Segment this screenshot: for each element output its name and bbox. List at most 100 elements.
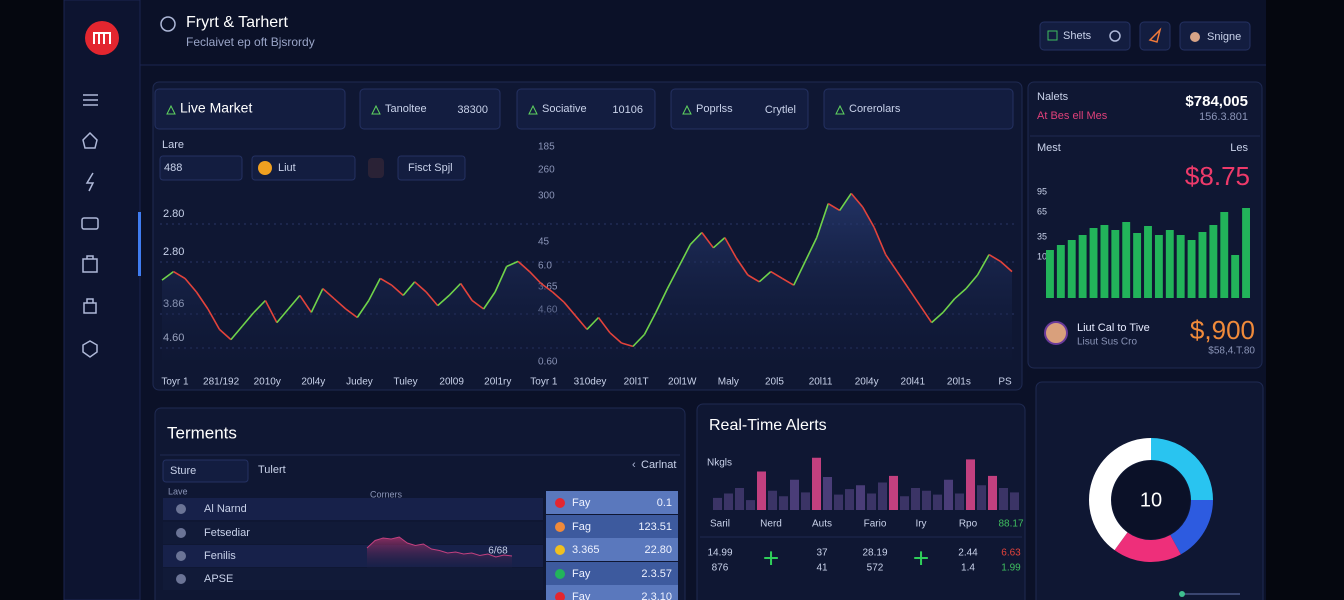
filter-box[interactable] <box>397 155 466 181</box>
y-label: 10 <box>1037 251 1047 261</box>
refresh-icon <box>1109 30 1121 42</box>
price-area <box>162 193 1012 360</box>
footer-subtitle: Lisut Sus Cro <box>1077 337 1137 348</box>
list-row <box>546 538 678 561</box>
y-label: 0.60 <box>538 357 558 368</box>
x-label: 20l5 <box>765 377 784 388</box>
x-label: 20l4y <box>301 377 325 388</box>
price-segment <box>712 237 726 249</box>
price-segment <box>919 305 933 324</box>
sidebar-icons[interactable] <box>81 94 99 358</box>
plus-icon: + <box>763 542 779 573</box>
filter-box[interactable] <box>159 155 243 181</box>
row-name: Fetsediar <box>204 527 250 539</box>
filter-value: Liut <box>278 162 296 174</box>
x-label: Maly <box>718 377 739 388</box>
donut-center-label: 10 <box>1140 489 1162 511</box>
cell: 14.99 <box>707 548 732 559</box>
tab[interactable] <box>154 88 346 130</box>
list-icon <box>555 545 565 555</box>
filter-box[interactable] <box>251 155 356 181</box>
row-name: APSE <box>204 573 233 585</box>
price-segment <box>207 308 221 330</box>
price-segment <box>574 315 588 330</box>
list-name: Fag <box>572 521 591 533</box>
price-segment <box>482 291 496 310</box>
column-header: Corners <box>370 489 403 499</box>
x-label: Judey <box>346 377 373 388</box>
price-segment <box>218 328 232 341</box>
y-label: 2.80 <box>163 208 184 220</box>
price-segment <box>884 254 898 273</box>
bar <box>779 496 788 510</box>
tab[interactable] <box>823 88 1014 130</box>
bar <box>1046 250 1054 298</box>
spark-label: 6/68 <box>488 546 508 557</box>
summary-label: Nalets <box>1037 91 1069 103</box>
list-icon <box>555 498 565 508</box>
tab[interactable] <box>516 88 656 130</box>
list-name: Fay <box>572 568 591 580</box>
x-label: 20l1ry <box>484 377 511 388</box>
bar <box>955 493 964 510</box>
nav-label[interactable]: Carlnat <box>641 459 676 471</box>
panel-title: Terments <box>167 423 237 442</box>
spark-line <box>366 536 513 558</box>
list-row <box>546 515 678 538</box>
tab[interactable] <box>670 88 809 130</box>
x-label: Toyr 1 <box>530 377 558 388</box>
column-header: Auts <box>812 519 832 530</box>
price-segment <box>356 300 370 318</box>
price-segment <box>988 253 1001 263</box>
profile-button[interactable] <box>1179 21 1251 51</box>
price-segment <box>666 266 680 289</box>
price-segment <box>999 260 1013 273</box>
donut-chart <box>1089 438 1213 562</box>
cell: 1.4 <box>961 563 975 574</box>
list-row <box>546 562 678 585</box>
price-segment <box>184 277 198 293</box>
filter-value: 488 <box>164 162 182 174</box>
button-label: Shets <box>1063 30 1092 42</box>
select-value: Sture <box>170 465 196 477</box>
x-label: PS <box>998 377 1012 388</box>
column-header: Rpo <box>959 519 978 530</box>
tab[interactable] <box>359 88 501 130</box>
price-segment <box>942 298 956 313</box>
price-segment <box>459 283 473 301</box>
price-segment <box>264 300 278 323</box>
column-header: Nerd <box>760 519 782 530</box>
y-label: 260 <box>538 165 555 176</box>
price-segment <box>161 270 174 281</box>
price-segment <box>563 301 577 317</box>
table-row <box>163 522 543 544</box>
cell: 37 <box>816 548 828 559</box>
select[interactable] <box>162 459 249 483</box>
list-value: 2.3.10 <box>641 591 672 600</box>
price-segment <box>345 308 358 319</box>
button[interactable] <box>1039 21 1131 51</box>
price-segment <box>747 274 760 283</box>
cell: 2.44 <box>958 548 978 559</box>
title-icon <box>160 16 176 32</box>
price-segment <box>471 299 485 310</box>
price-segment <box>322 288 335 300</box>
button-icon <box>1047 30 1058 41</box>
market-chart: 2.802.803.864.60185260300456.03.654.600.… <box>160 142 1015 388</box>
tab-icon <box>528 104 538 115</box>
summary-chart: 95 65 35 10 <box>1037 186 1250 298</box>
slider-thumb[interactable] <box>1179 591 1185 597</box>
price-segment <box>758 271 772 283</box>
y-label: 95 <box>1037 186 1047 196</box>
tab-icon <box>835 104 845 115</box>
bar <box>1154 235 1163 298</box>
price-segment <box>954 288 967 300</box>
active-indicator <box>138 212 141 276</box>
cell: 1.99 <box>1001 563 1021 574</box>
logo[interactable] <box>85 21 119 55</box>
x-label: 281/192 <box>203 377 240 388</box>
bar <box>768 490 777 510</box>
tab-label: Sociative <box>542 103 587 115</box>
nav-arrow[interactable]: ‹ <box>632 459 636 471</box>
